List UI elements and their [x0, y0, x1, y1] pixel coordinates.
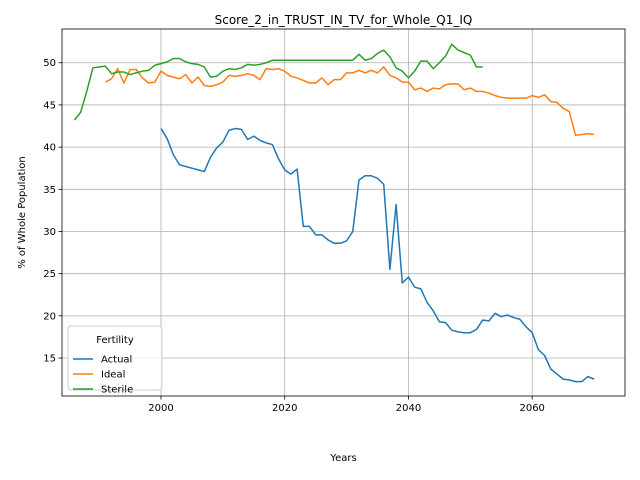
y-tick-label: 20	[43, 311, 56, 322]
legend: Fertility Actual Ideal Sterile	[67, 325, 163, 396]
series-line-ideal	[104, 66, 595, 137]
x-tick-label: 2040	[396, 403, 421, 414]
series-line-sterile	[73, 43, 483, 121]
chart-title: Score_2_in_TRUST_IN_TV_for_Whole_Q1_IQ	[215, 13, 473, 27]
y-axis-label: % of Whole Population	[17, 156, 28, 269]
grid-lines	[62, 29, 625, 396]
y-tick-label: 30	[43, 227, 56, 238]
x-axis-ticks: 2000 2020 2040 2060	[148, 396, 545, 414]
legend-label-ideal: Ideal	[101, 370, 125, 381]
y-tick-label: 45	[43, 100, 56, 111]
x-axis-label: Years	[329, 453, 356, 464]
x-tick-label: 2020	[272, 403, 297, 414]
legend-label-sterile: Sterile	[101, 385, 133, 396]
series-lines	[73, 43, 595, 383]
plot-frame	[61, 28, 626, 397]
y-axis-ticks: 15 20 25 30 35 40 45 50	[43, 58, 62, 365]
legend-items: Actual Ideal Sterile	[73, 355, 133, 396]
y-tick-label: 25	[43, 269, 56, 280]
y-tick-label: 50	[43, 58, 56, 69]
legend-label-actual: Actual	[101, 355, 132, 366]
y-tick-label: 15	[43, 354, 56, 365]
x-tick-label: 2000	[148, 403, 173, 414]
x-tick-label: 2060	[519, 403, 544, 414]
series-line-actual	[160, 127, 595, 383]
y-tick-label: 35	[43, 185, 56, 196]
legend-title: Fertility	[96, 335, 134, 346]
y-tick-label: 40	[43, 143, 56, 154]
